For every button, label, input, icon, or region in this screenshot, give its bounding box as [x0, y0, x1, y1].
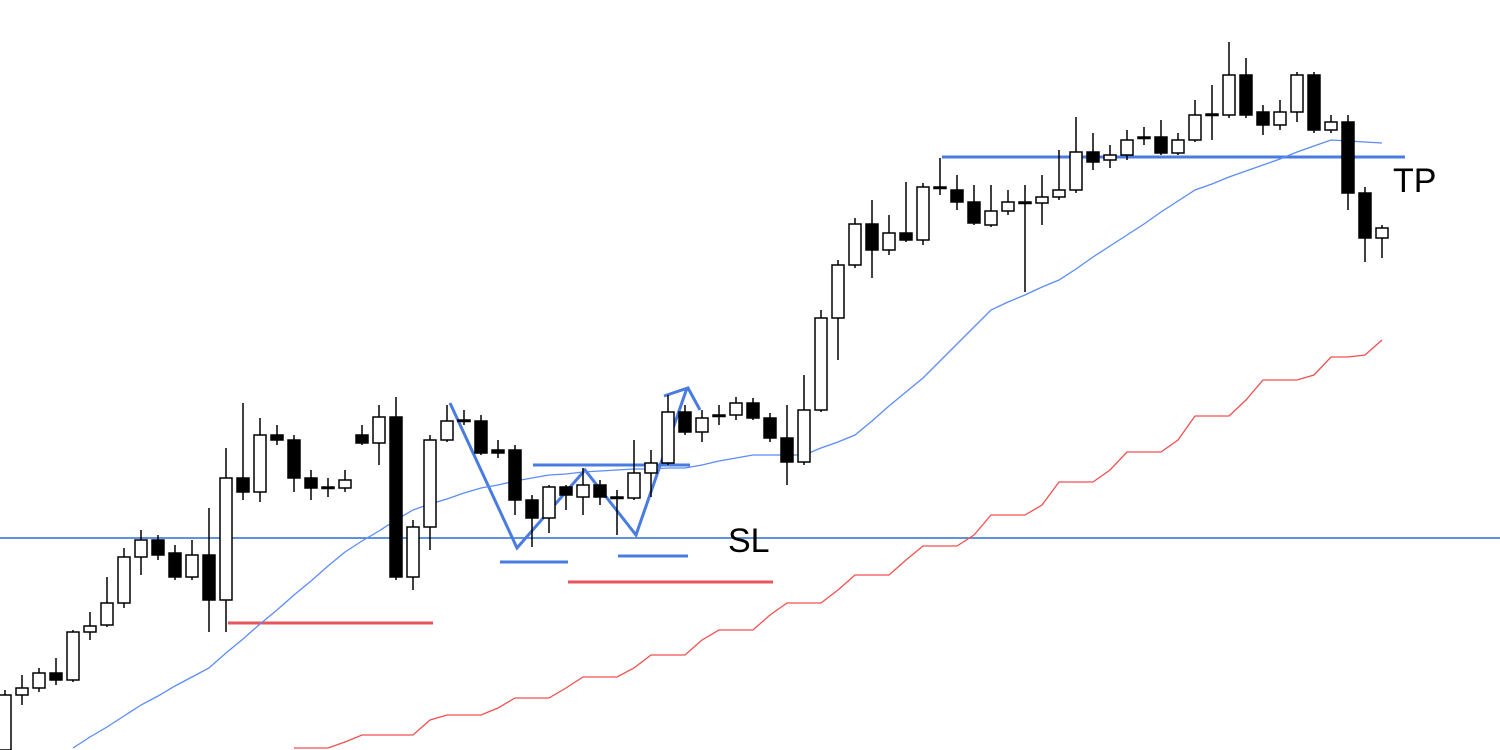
candle-body — [1154, 136, 1168, 154]
arrow-head — [663, 386, 702, 411]
candle-body — [984, 210, 998, 226]
candle-body — [1205, 113, 1219, 117]
candle-body — [304, 477, 318, 489]
candle-body — [644, 462, 658, 474]
candle-body — [151, 539, 165, 556]
candle-body — [1239, 74, 1253, 116]
candle-body — [525, 499, 539, 519]
candle-body — [1341, 121, 1355, 194]
candle-body — [372, 416, 386, 444]
candle-body — [593, 484, 607, 498]
candle-body — [270, 434, 284, 441]
candle-body — [1035, 196, 1049, 204]
candle-body — [950, 189, 964, 203]
candle-body — [797, 409, 811, 463]
candle-body — [865, 223, 879, 251]
candle-body — [457, 419, 471, 423]
sl-label: SL — [728, 522, 770, 560]
candle-body — [355, 434, 369, 444]
candle-body — [440, 420, 454, 441]
candle-body — [1069, 151, 1083, 191]
candle-body — [1052, 189, 1066, 198]
candle-body — [610, 496, 624, 500]
candle-body — [1103, 154, 1117, 161]
candle-body — [1188, 114, 1202, 141]
candle-body — [474, 420, 488, 454]
candle-body — [542, 486, 556, 519]
candle-body — [967, 201, 981, 224]
candle-body — [491, 449, 505, 454]
indicator-line — [72, 139, 1383, 749]
candle-body — [253, 434, 267, 493]
candle-body — [1171, 139, 1185, 154]
candle-body — [729, 402, 743, 416]
candle-body — [508, 449, 522, 501]
candle-body — [1222, 74, 1236, 116]
candle-body — [916, 186, 930, 241]
candle-body — [627, 472, 641, 499]
candle-body — [780, 437, 794, 463]
candle-body — [83, 625, 97, 633]
candle-body — [763, 417, 777, 439]
candle-body — [15, 687, 29, 696]
candle-body — [559, 486, 573, 496]
candle-body — [236, 477, 250, 493]
candle-body — [423, 439, 437, 528]
tp-label: TP — [1393, 162, 1436, 200]
candle-body — [1273, 111, 1287, 126]
candle-body — [406, 526, 420, 578]
candle-body — [933, 186, 947, 190]
candle-body — [1375, 227, 1389, 239]
candle-body — [117, 556, 131, 604]
candle-body — [32, 672, 46, 689]
candle-body — [202, 554, 216, 601]
candle-body — [712, 414, 726, 418]
w-pattern — [448, 387, 689, 551]
candle-body — [134, 539, 148, 558]
candle-body — [882, 232, 896, 251]
candle-body — [185, 554, 199, 578]
indicator-line — [294, 339, 1383, 749]
candle-body — [0, 694, 12, 750]
candle-body — [814, 317, 828, 411]
candle-body — [321, 486, 335, 490]
candle-body — [219, 477, 233, 601]
candle-body — [1290, 74, 1304, 113]
candle-body — [168, 552, 182, 578]
candle-body — [1358, 192, 1372, 239]
candle-body — [831, 264, 845, 319]
candle-body — [338, 479, 352, 489]
candle-body — [695, 417, 709, 433]
candle-body — [49, 672, 63, 681]
candle-body — [746, 402, 760, 419]
candle-body — [1324, 121, 1338, 131]
candle-body — [389, 416, 403, 578]
candle-body — [661, 411, 675, 464]
candle-body — [287, 439, 301, 479]
candle-body — [899, 232, 913, 241]
candle-body — [1086, 151, 1100, 163]
candle-body — [100, 602, 114, 626]
candle-body — [1120, 139, 1134, 156]
candle-body — [678, 411, 692, 433]
candle-body — [1018, 201, 1032, 205]
candle-body — [1001, 201, 1015, 212]
candle-body — [848, 223, 862, 266]
candle-body — [66, 631, 80, 681]
candle-body — [1256, 111, 1270, 126]
candle-body — [576, 484, 590, 498]
candle-body — [1137, 136, 1151, 140]
candle-body — [1307, 74, 1321, 131]
